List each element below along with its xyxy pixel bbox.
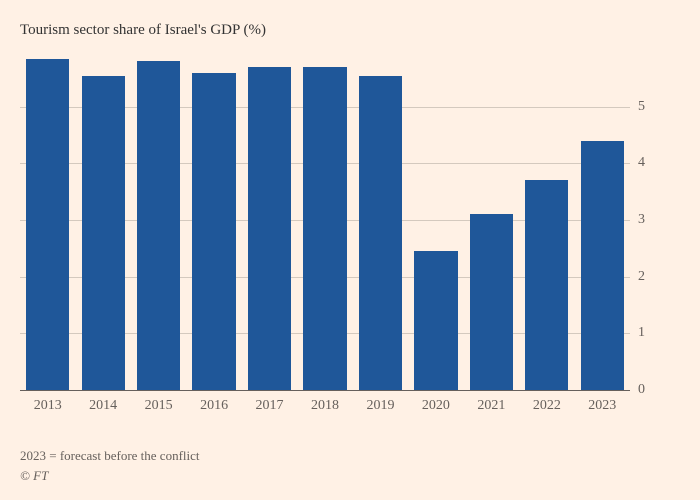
bar bbox=[581, 141, 624, 390]
y-axis-label: 3 bbox=[638, 212, 645, 228]
chart-subtitle: Tourism sector share of Israel's GDP (%) bbox=[20, 22, 266, 39]
bar bbox=[248, 67, 291, 390]
bar bbox=[82, 76, 125, 391]
bar bbox=[525, 180, 568, 390]
x-axis-label: 2020 bbox=[422, 398, 450, 414]
x-axis-label: 2016 bbox=[200, 398, 228, 414]
x-axis-label: 2019 bbox=[366, 398, 394, 414]
chart-area: 012345 201320142015201620172018201920202… bbox=[20, 50, 660, 420]
x-axis-label: 2023 bbox=[588, 398, 616, 414]
y-axis-label: 2 bbox=[638, 269, 645, 285]
bar bbox=[192, 73, 235, 390]
bar bbox=[470, 214, 513, 390]
plot-region: 012345 bbox=[20, 50, 630, 390]
chart-footnote: 2023 = forecast before the conflict bbox=[20, 448, 200, 464]
x-axis-label: 2015 bbox=[145, 398, 173, 414]
bar bbox=[137, 61, 180, 390]
x-axis-label: 2022 bbox=[533, 398, 561, 414]
y-axis-label: 5 bbox=[638, 99, 645, 115]
baseline bbox=[20, 390, 630, 391]
x-axis-label: 2013 bbox=[34, 398, 62, 414]
bar bbox=[303, 67, 346, 390]
x-axis-label: 2018 bbox=[311, 398, 339, 414]
y-axis-label: 4 bbox=[638, 155, 645, 171]
x-axis-label: 2014 bbox=[89, 398, 117, 414]
bar bbox=[359, 76, 402, 391]
y-axis-label: 1 bbox=[638, 325, 645, 341]
bar bbox=[414, 251, 457, 390]
y-axis-label: 0 bbox=[638, 382, 645, 398]
bar bbox=[26, 59, 69, 391]
chart-credit: © FT bbox=[20, 468, 48, 484]
x-axis-label: 2021 bbox=[477, 398, 505, 414]
x-axis-label: 2017 bbox=[256, 398, 284, 414]
